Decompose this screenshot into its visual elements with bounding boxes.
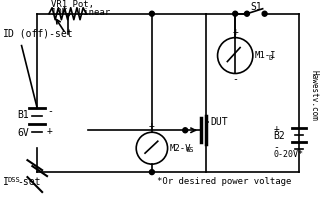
Text: 10K, Linear: 10K, Linear (51, 8, 110, 17)
Text: +: + (47, 126, 53, 136)
Text: DSS: DSS (8, 177, 20, 183)
Circle shape (150, 11, 154, 16)
Circle shape (183, 128, 188, 133)
Text: 6V: 6V (18, 128, 29, 138)
Text: D (off)-set: D (off)-set (8, 29, 72, 39)
Text: B2: B2 (273, 131, 285, 141)
Circle shape (233, 11, 238, 16)
Text: -set: -set (18, 177, 41, 187)
Text: -: - (47, 106, 53, 116)
Text: S1: S1 (250, 2, 262, 12)
Text: D: D (268, 54, 273, 61)
Text: I: I (3, 177, 9, 187)
Text: +: + (273, 124, 279, 134)
Text: DUT: DUT (211, 117, 228, 127)
Text: -: - (273, 142, 279, 152)
Text: *Or desired power voltage: *Or desired power voltage (157, 177, 291, 186)
Text: -: - (149, 165, 155, 175)
Text: M2-V: M2-V (170, 144, 191, 153)
Circle shape (262, 11, 267, 16)
Text: VR1 Pot,: VR1 Pot, (51, 0, 94, 9)
Text: Hawestv.com: Hawestv.com (309, 70, 318, 121)
Text: +: + (149, 121, 155, 131)
Text: GS: GS (185, 147, 194, 153)
Text: M1-I: M1-I (255, 51, 276, 60)
Text: -: - (232, 74, 238, 85)
Text: B1: B1 (18, 110, 29, 120)
Circle shape (244, 11, 249, 16)
Circle shape (150, 170, 154, 175)
Text: +: + (232, 27, 238, 37)
Text: I: I (3, 29, 9, 39)
Text: 0-20V*: 0-20V* (273, 150, 304, 159)
